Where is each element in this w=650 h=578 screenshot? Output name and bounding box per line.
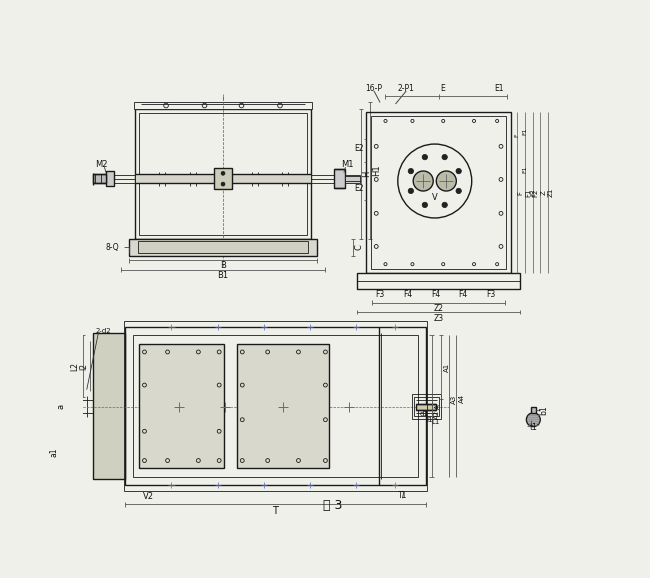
Text: M1: M1 bbox=[341, 160, 354, 169]
Bar bbox=[93, 334, 125, 479]
Text: F1: F1 bbox=[523, 166, 527, 173]
Text: Z: Z bbox=[540, 190, 547, 195]
Bar bbox=[411, 394, 441, 419]
Text: F4: F4 bbox=[459, 291, 468, 299]
Text: F4: F4 bbox=[431, 291, 440, 299]
Bar bbox=[366, 112, 511, 273]
Text: 2-d2: 2-d2 bbox=[96, 328, 112, 334]
Text: F4: F4 bbox=[403, 291, 413, 299]
Bar bbox=[135, 174, 311, 183]
Text: Z3: Z3 bbox=[434, 314, 444, 323]
Bar bbox=[135, 109, 311, 239]
Circle shape bbox=[221, 172, 225, 175]
Circle shape bbox=[526, 413, 540, 427]
Text: L2: L2 bbox=[71, 362, 80, 371]
Bar bbox=[416, 403, 436, 410]
Circle shape bbox=[422, 202, 428, 208]
Bar bbox=[531, 407, 536, 413]
Text: A: A bbox=[435, 404, 441, 409]
Text: F2: F2 bbox=[530, 189, 535, 197]
Text: 16-P: 16-P bbox=[365, 84, 382, 93]
Text: l1: l1 bbox=[426, 417, 433, 424]
Bar bbox=[344, 175, 360, 183]
Circle shape bbox=[436, 171, 456, 191]
Text: b1: b1 bbox=[540, 405, 549, 414]
Circle shape bbox=[413, 171, 433, 191]
Text: A2: A2 bbox=[434, 410, 440, 419]
Bar bbox=[334, 169, 345, 188]
Text: 8-Q: 8-Q bbox=[105, 243, 119, 252]
Bar bbox=[414, 398, 439, 416]
Bar bbox=[138, 241, 309, 253]
Bar bbox=[237, 344, 330, 468]
Text: F1: F1 bbox=[523, 127, 527, 135]
Text: B1: B1 bbox=[218, 271, 229, 280]
Bar bbox=[125, 327, 426, 485]
Bar bbox=[214, 168, 232, 190]
Text: E: E bbox=[440, 84, 445, 93]
Text: a1: a1 bbox=[49, 447, 58, 457]
Text: A3: A3 bbox=[451, 394, 457, 403]
Bar bbox=[124, 321, 427, 491]
Text: T: T bbox=[272, 506, 278, 516]
Text: F: F bbox=[515, 133, 519, 136]
Text: E2: E2 bbox=[354, 184, 363, 193]
Circle shape bbox=[456, 188, 462, 194]
Text: L1: L1 bbox=[432, 419, 439, 425]
Text: V2: V2 bbox=[143, 492, 154, 501]
Text: B: B bbox=[220, 261, 226, 270]
Text: 图 3: 图 3 bbox=[324, 499, 343, 512]
Circle shape bbox=[221, 182, 225, 186]
Bar bbox=[106, 171, 114, 186]
Text: M2: M2 bbox=[95, 160, 108, 169]
Bar bbox=[357, 273, 520, 289]
Text: C: C bbox=[354, 244, 363, 250]
Circle shape bbox=[442, 202, 447, 208]
Text: a: a bbox=[56, 404, 65, 409]
Text: Z1: Z1 bbox=[548, 188, 554, 197]
Text: H1: H1 bbox=[372, 164, 381, 176]
Circle shape bbox=[408, 168, 413, 174]
Text: F: F bbox=[517, 191, 523, 195]
Text: A4: A4 bbox=[459, 394, 465, 403]
Text: l2: l2 bbox=[79, 363, 88, 370]
Bar bbox=[129, 239, 317, 255]
Bar bbox=[139, 113, 307, 235]
Text: F3: F3 bbox=[376, 291, 385, 299]
Text: F2: F2 bbox=[532, 188, 539, 197]
Bar bbox=[133, 335, 418, 477]
Text: E2: E2 bbox=[354, 144, 363, 153]
Text: F1: F1 bbox=[525, 188, 531, 197]
Bar bbox=[371, 116, 506, 269]
Text: T1: T1 bbox=[398, 491, 407, 501]
Circle shape bbox=[408, 188, 413, 194]
Text: E1: E1 bbox=[495, 84, 504, 93]
Circle shape bbox=[422, 154, 428, 160]
Circle shape bbox=[442, 154, 447, 160]
Text: Z2: Z2 bbox=[434, 305, 443, 313]
Bar bbox=[139, 344, 224, 468]
Text: V: V bbox=[432, 194, 437, 202]
Circle shape bbox=[456, 168, 462, 174]
Text: A1: A1 bbox=[444, 363, 450, 372]
Bar bbox=[134, 102, 313, 109]
Text: F3: F3 bbox=[486, 291, 495, 299]
Text: H: H bbox=[362, 171, 370, 177]
Text: d1: d1 bbox=[419, 412, 428, 417]
Text: 2-P1: 2-P1 bbox=[398, 84, 415, 93]
Bar bbox=[93, 174, 106, 183]
Text: t1: t1 bbox=[529, 423, 538, 432]
